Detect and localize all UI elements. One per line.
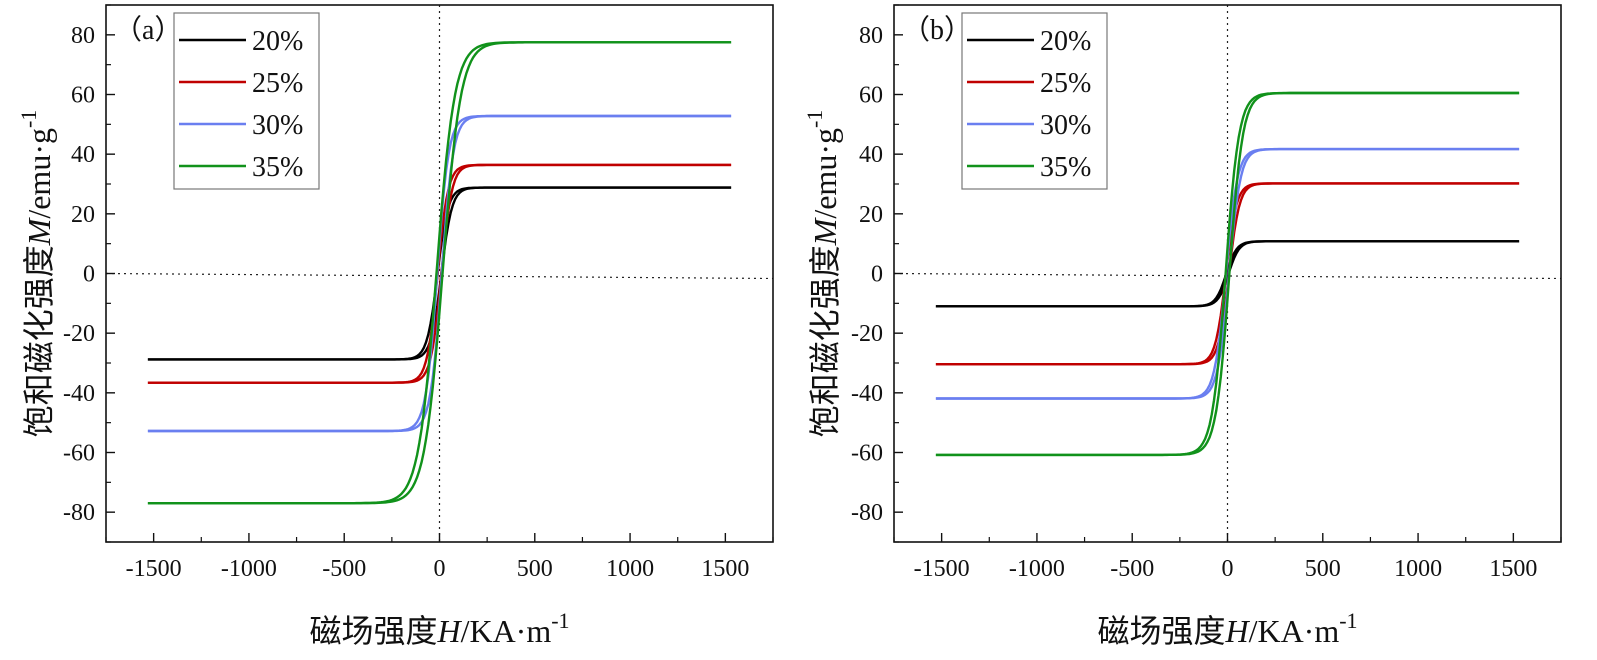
x-tick-label: -1500 [914,556,970,582]
y-tick-label: 60 [71,83,95,109]
y-tick-label: 20 [71,202,95,228]
y-tick-label: 40 [71,142,95,168]
legend-label: 30% [252,110,303,141]
y-tick-label: -40 [851,381,883,407]
y-tick-label: -60 [63,441,95,467]
x-tick-label: 1000 [606,556,654,582]
x-tick-label: -1000 [221,556,277,582]
panel-label: （a） [114,14,182,46]
y-axis-title: 饱和磁化强度M/emu·g-1 [802,110,843,438]
y-tick-label: 0 [871,262,883,288]
legend-box [173,12,320,190]
series-line-20pct-down [147,186,732,361]
y-tick-label: -20 [63,321,95,347]
chart-panel-b: -1500 -1000 -500 0 500 1000 1500 -80 -60 -40 -20 0 2… [802,4,1562,649]
y-tick-label: -60 [851,441,883,467]
x-tick-label: 500 [517,556,553,582]
y-tick-label: 40 [859,142,883,168]
x-tick-label: -500 [322,556,366,582]
legend-label: 35% [1040,152,1091,183]
chart-panel-a: -1500 -1000 -500 0 500 1000 1500 -80 -60 -40 -20 0 2… [16,4,774,649]
legend-label: 20% [252,26,303,57]
y-tick-label: 80 [859,23,883,49]
x-tick-label: 0 [1222,556,1234,582]
x-tick-label: 500 [1305,556,1341,582]
series-line-20pct-up [147,186,732,361]
y-tick-label: -80 [851,500,883,526]
y-tick-label: -20 [851,321,883,347]
panel-label: （b） [902,14,972,46]
y-tick-label: -40 [63,381,95,407]
x-tick-label: 0 [434,556,446,582]
x-tick-label: -1500 [126,556,182,582]
y-tick-label: 80 [71,23,95,49]
x-tick-label: 1000 [1394,556,1442,582]
x-tick-label: 1500 [701,556,749,582]
x-tick-label: -1000 [1009,556,1065,582]
series-group [935,91,1520,457]
x-tick-label: 1500 [1489,556,1537,582]
legend-label: 20% [1040,26,1091,57]
y-tick-label: 20 [859,202,883,228]
legend-label: 25% [252,68,303,99]
series-line-35pct-down [935,91,1520,457]
series-line-35pct-down [147,41,732,505]
legend-label: 35% [252,152,303,183]
legend-box [961,12,1108,190]
x-axis-title: 磁场强度H/KA·m-1 [1097,608,1357,649]
x-tick-label: -500 [1110,556,1154,582]
y-tick-label: -80 [63,500,95,526]
y-tick-label: 0 [83,262,95,288]
legend-label: 30% [1040,110,1091,141]
x-axis-title: 磁场强度H/KA·m-1 [309,608,569,649]
y-tick-label: 60 [859,83,883,109]
legend-label: 25% [1040,68,1091,99]
series-group [147,41,732,505]
y-axis-title: 饱和磁化强度M/emu·g-1 [16,110,57,438]
